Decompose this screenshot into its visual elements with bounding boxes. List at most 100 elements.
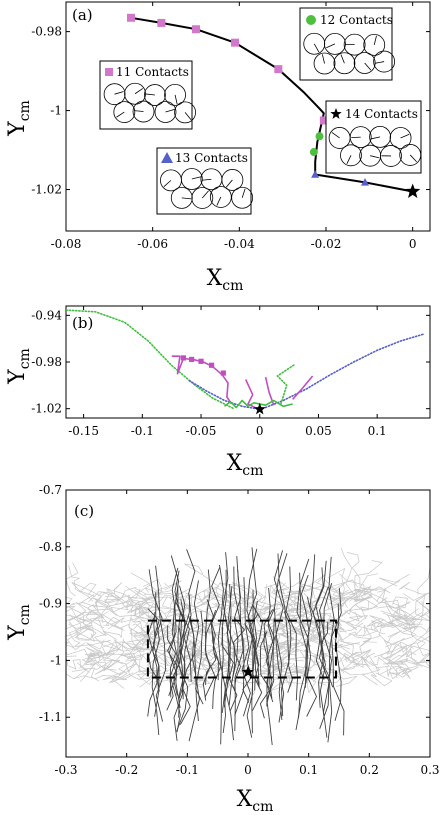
background-trajectory	[189, 666, 211, 679]
background-trajectory	[338, 632, 354, 656]
disc	[324, 32, 346, 55]
foreground-trajectory	[148, 569, 163, 717]
background-trajectory	[263, 641, 295, 663]
foreground-trajectory	[178, 595, 190, 699]
disc	[373, 50, 396, 73]
trajectory-line	[66, 309, 235, 410]
y-tick-label: -1.02	[31, 402, 62, 416]
background-trajectory	[249, 607, 281, 622]
background-trajectory	[242, 592, 259, 611]
background-trajectory	[405, 643, 430, 658]
contact-line	[134, 88, 144, 95]
background-trajectory	[328, 590, 354, 607]
background-trajectory	[238, 663, 270, 671]
contact-line	[326, 43, 336, 49]
disc	[221, 169, 244, 191]
background-trajectory	[123, 640, 151, 651]
foreground-trajectory	[320, 621, 334, 688]
foreground-trajectory	[202, 599, 214, 701]
background-trajectory	[74, 640, 111, 647]
background-trajectory	[417, 565, 430, 595]
x-tick-label: 0	[256, 424, 264, 438]
background-trajectory	[361, 649, 390, 668]
background-trajectory	[203, 621, 253, 636]
background-trajectory	[347, 552, 361, 589]
circle-marker-icon	[306, 15, 316, 25]
background-trajectory	[340, 652, 376, 671]
x-tick-label: -0.05	[186, 424, 217, 438]
panel-a-markers	[127, 13, 421, 198]
background-trajectory	[66, 606, 76, 616]
background-trajectory	[71, 591, 106, 608]
background-trajectory	[384, 599, 412, 623]
background-trajectory	[304, 584, 372, 602]
background-trajectory	[104, 653, 137, 668]
background-trajectory	[387, 658, 403, 679]
disc	[369, 125, 391, 148]
foreground-trajectory	[231, 556, 242, 682]
x-tick-label: -0.06	[137, 237, 168, 251]
background-trajectory	[186, 633, 205, 651]
background-trajectory	[337, 655, 345, 672]
background-trajectory	[67, 611, 109, 651]
background-trajectory	[78, 594, 100, 617]
background-trajectory	[386, 642, 418, 655]
y-tick-label: -0.94	[31, 308, 62, 322]
panel-b-markers	[180, 355, 266, 415]
foreground-trajectory	[155, 565, 167, 722]
background-trajectory	[94, 659, 120, 675]
background-trajectory	[76, 662, 100, 682]
disc	[313, 52, 336, 75]
foreground-trajectory	[170, 555, 181, 709]
disc	[349, 126, 372, 149]
background-trajectory	[327, 568, 346, 602]
contact-line	[313, 43, 320, 53]
background-trajectory	[142, 579, 162, 593]
background-trajectory	[354, 583, 394, 611]
contact-line	[370, 136, 381, 140]
foreground-trajectory	[315, 567, 325, 680]
background-trajectory	[264, 581, 284, 606]
inset-11-contacts: 11 Contacts	[99, 60, 196, 130]
background-trajectory	[422, 658, 430, 668]
background-trajectory	[312, 671, 334, 683]
background-trajectory	[66, 617, 93, 630]
disc	[333, 52, 356, 75]
triangle-marker	[311, 170, 320, 178]
background-trajectory	[303, 592, 321, 611]
contact-line	[184, 112, 192, 120]
panel-a-y-axis-label: Ycm	[5, 100, 33, 137]
contact-line	[181, 197, 192, 200]
trajectory-line	[292, 375, 314, 400]
disc	[191, 187, 214, 209]
foreground-trajectory	[170, 627, 183, 733]
background-trajectory	[139, 602, 166, 615]
background-trajectory	[387, 621, 426, 631]
background-trajectory	[81, 647, 101, 664]
background-trajectory	[410, 628, 426, 644]
contact-line	[201, 178, 212, 181]
background-trajectory	[287, 663, 306, 678]
background-trajectory	[340, 547, 356, 604]
background-trajectory	[184, 563, 220, 593]
background-trajectory	[276, 603, 290, 612]
x-tick-label: -0.08	[51, 237, 82, 251]
panel-b: (b) -0.15 -0.1 -0.05 0 0.05 0.1 -0.94 -0.98 -1.…	[5, 305, 431, 479]
background-trajectory	[110, 617, 125, 631]
background-trajectory	[363, 623, 386, 637]
panel-b-x-axis-label: Xcm	[227, 451, 264, 479]
foreground-trajectory	[204, 569, 216, 698]
foreground-trajectory	[247, 547, 260, 688]
background-trajectory	[378, 630, 402, 644]
contact-line	[165, 108, 175, 113]
foreground-trajectory	[331, 588, 345, 736]
contact-line	[364, 62, 372, 71]
background-trajectory	[207, 591, 245, 613]
background-trajectory	[379, 597, 401, 620]
background-trajectory	[86, 600, 114, 616]
panel-b-y-ticks: -0.94 -0.98 -1.02	[31, 308, 430, 416]
background-trajectory	[134, 586, 168, 611]
disc-packing-diagram	[103, 82, 196, 124]
background-trajectory	[289, 625, 322, 638]
background-trajectory	[190, 593, 224, 625]
